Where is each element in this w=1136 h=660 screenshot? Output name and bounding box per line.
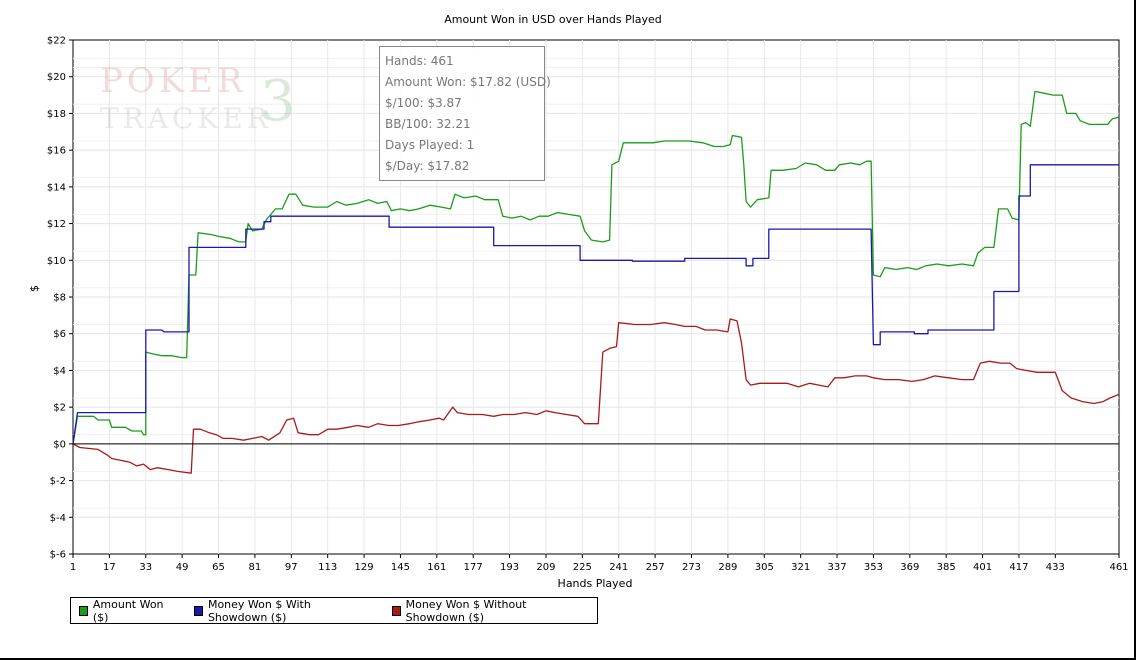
y-tick-label: $8: [53, 293, 66, 304]
x-tick-label: 225: [573, 562, 592, 573]
y-tick-label: $4: [53, 366, 66, 377]
y-tick-label: $20: [47, 72, 66, 83]
tooltip-per-100: $/100: $3.87: [385, 96, 462, 110]
x-tick-label: 337: [827, 562, 846, 573]
x-tick-label: 113: [318, 562, 337, 573]
x-tick-label: 461: [1109, 562, 1128, 573]
chart-legend: Amount Won ($) Money Won $ With Showdown…: [70, 597, 598, 624]
legend-swatch-amount-won: [79, 605, 88, 616]
y-axis-label: $: [28, 285, 41, 292]
x-tick-label: 257: [646, 562, 665, 573]
y-tick-label: $6: [53, 329, 66, 340]
legend-label: Amount Won ($): [92, 597, 164, 624]
tooltip-hands: Hands: 461: [385, 54, 454, 68]
y-tick-label: $16: [47, 146, 66, 157]
x-tick-label: 97: [285, 562, 298, 573]
y-tick-label: $-6: [50, 550, 66, 561]
y-tick-label: $-4: [50, 513, 66, 524]
x-tick-label: 433: [1046, 562, 1065, 573]
tooltip-amount-won: Amount Won: $17.82 (USD): [385, 75, 551, 89]
legend-label: Money Won $ With Showdown ($): [207, 597, 311, 624]
x-tick-label: 417: [1009, 562, 1028, 573]
y-tick-label: $0: [53, 439, 66, 450]
x-tick-label: 145: [391, 562, 410, 573]
x-tick-label: 401: [973, 562, 992, 573]
hover-tooltip: Hands: 461 Amount Won: $17.82 (USD) $/10…: [379, 46, 551, 181]
x-tick-label: 209: [536, 562, 555, 573]
x-tick-label: 129: [355, 562, 374, 573]
x-tick-label: 81: [249, 562, 262, 573]
legend-item-with-showdown[interactable]: Money Won $ With Showdown ($): [194, 598, 368, 624]
x-tick-label: 177: [464, 562, 483, 573]
x-axis-label: Hands Played: [557, 577, 633, 590]
legend-label: Money Won $ Without Showdown ($): [405, 597, 527, 624]
series-layer: [72, 90, 1120, 474]
x-tick-label: 193: [500, 562, 519, 573]
x-tick-label: 353: [864, 562, 883, 573]
y-tick-label: $22: [47, 36, 66, 47]
tooltip-days-played: Days Played: 1: [385, 138, 475, 152]
series-with-showdown: [72, 164, 1119, 444]
y-tick-label: $-2: [50, 476, 66, 487]
tooltip-per-day: $/Day: $17.82: [385, 159, 470, 173]
x-tick-label: 241: [609, 562, 628, 573]
x-tick-label: 1: [70, 562, 76, 573]
legend-swatch-without-showdown: [391, 605, 401, 616]
grid-layer: [72, 39, 1120, 555]
x-tick-label: 49: [176, 562, 189, 573]
y-tick-label: $10: [47, 256, 66, 267]
chart-title: Amount Won in USD over Hands Played: [444, 13, 662, 26]
x-tick-label: 161: [427, 562, 446, 573]
x-tick-label: 321: [791, 562, 810, 573]
series-amount-won: [72, 90, 1120, 445]
x-tick-label: 65: [212, 562, 225, 573]
y-tick-label: $14: [47, 182, 66, 193]
x-tick-label: 289: [718, 562, 737, 573]
x-tick-label: 305: [755, 562, 774, 573]
x-tick-label: 273: [682, 562, 701, 573]
y-tick-label: $18: [47, 109, 66, 120]
x-tick-label: 385: [937, 562, 956, 573]
legend-swatch-with-showdown: [194, 605, 203, 616]
tooltip-bb-100: BB/100: 32.21: [385, 117, 471, 131]
x-tick-label: 369: [900, 562, 919, 573]
x-tick-label: 17: [103, 562, 116, 573]
legend-item-amount-won[interactable]: Amount Won ($): [79, 598, 170, 624]
series-without-showdown: [72, 318, 1120, 474]
legend-item-without-showdown[interactable]: Money Won $ Without Showdown ($): [391, 597, 581, 624]
x-tick-label: 33: [139, 562, 152, 573]
y-tick-label: $2: [53, 403, 66, 414]
y-tick-label: $12: [47, 219, 66, 230]
axis-layer: $-6 $-4 $-2 $0 $2 $4 $6 $8 $10 $12 $14 $16 $18 $20 $22…: [47, 36, 1129, 574]
